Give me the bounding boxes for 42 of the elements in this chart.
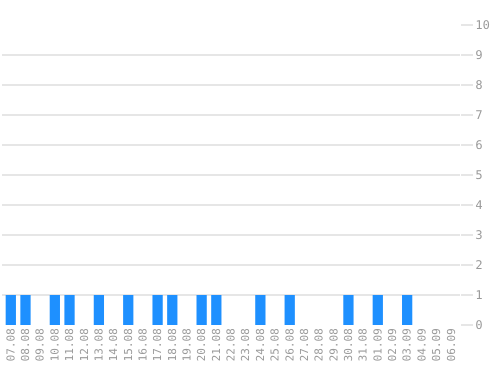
y-tick-label: 0	[475, 318, 483, 332]
x-tick-label: 08.08	[19, 328, 32, 362]
x-tick-label: 17.08	[151, 328, 164, 362]
x-tick-label: 07.08	[4, 328, 18, 362]
y-tick-label: 3	[475, 228, 483, 242]
x-tick-label: 24.08	[254, 328, 267, 362]
y-tick-label: 10	[475, 18, 490, 32]
x-tick-label: 12.08	[78, 328, 91, 362]
x-tick-label: 15.08	[122, 328, 135, 362]
x-tick-label: 28.08	[312, 328, 326, 362]
x-tick-label: 29.08	[327, 328, 340, 362]
x-tick-label: 31.08	[356, 328, 370, 362]
x-tick-label: 02.09	[386, 328, 400, 362]
x-tick-label: 01.09	[371, 328, 384, 362]
y-tick-label: 6	[475, 138, 483, 152]
x-tick-label: 05.09	[430, 328, 444, 362]
x-tick-label: 03.09	[400, 328, 414, 362]
x-tick-label: 10.08	[48, 328, 62, 362]
x-tick-label: 18.08	[166, 328, 179, 362]
x-tick-label: 14.08	[107, 328, 120, 362]
y-tick-label: 7	[475, 108, 483, 122]
y-tick-label: 4	[475, 198, 483, 212]
y-tick-label: 1	[475, 288, 483, 302]
x-tick-label: 23.08	[239, 328, 252, 362]
y-tick-label: 2	[475, 258, 483, 272]
x-tick-label: 16.08	[136, 328, 150, 362]
x-tick-label: 30.08	[342, 328, 356, 362]
x-tick-label: 26.08	[283, 328, 296, 362]
x-tick-label: 22.08	[224, 328, 238, 362]
x-tick-label: 04.09	[415, 328, 428, 362]
x-tick-label: 25.08	[268, 328, 282, 362]
x-tick-label: 27.08	[298, 328, 311, 362]
y-tick-label: 5	[475, 168, 483, 182]
x-tick-label: 11.08	[63, 328, 76, 362]
x-tick-label: 19.08	[180, 328, 194, 362]
x-tick-label: 13.08	[92, 328, 106, 362]
y-tick-label: 8	[475, 78, 483, 92]
x-tick-label: 09.08	[34, 328, 47, 362]
y-tick-label: 9	[475, 48, 483, 62]
x-tick-label: 21.08	[210, 328, 223, 362]
x-tick-label: 20.08	[195, 328, 208, 362]
x-tick-label: 06.09	[444, 328, 458, 362]
